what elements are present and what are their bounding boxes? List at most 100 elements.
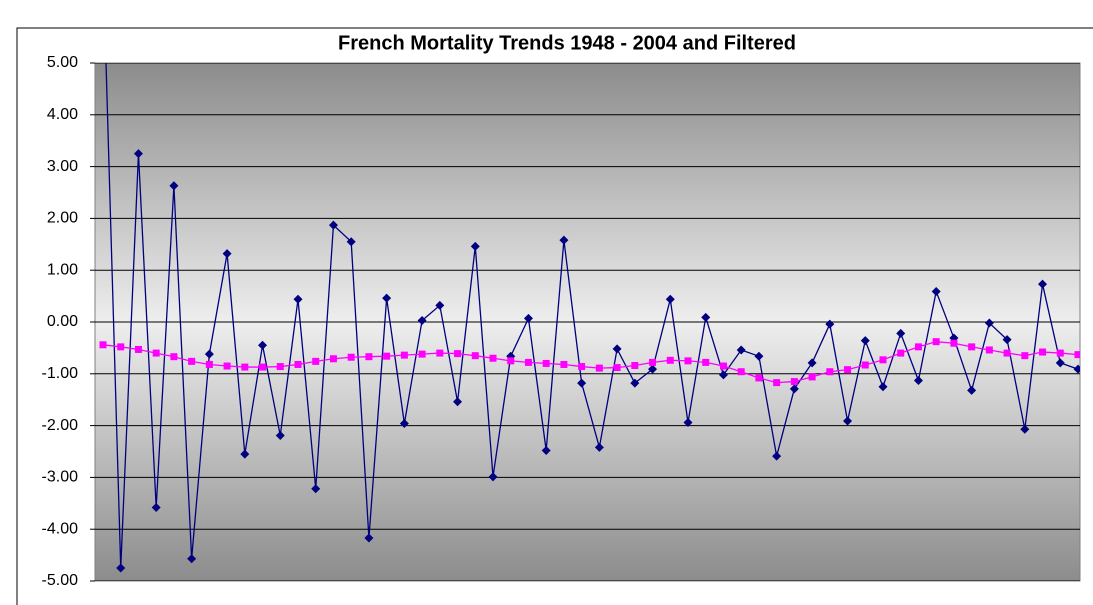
marker [648, 364, 658, 374]
marker [204, 349, 214, 359]
marker [382, 293, 392, 303]
marker [914, 343, 922, 351]
marker [364, 533, 374, 543]
marker [241, 363, 249, 371]
marker [1074, 351, 1080, 359]
marker [205, 360, 213, 368]
marker [772, 451, 782, 461]
marker [896, 328, 906, 338]
marker [133, 149, 143, 159]
marker [1003, 349, 1011, 357]
y-tick-label: 2.00 [47, 210, 78, 227]
marker [1055, 358, 1065, 368]
y-tick-label: 0.00 [47, 313, 78, 330]
marker [329, 355, 337, 363]
marker [613, 364, 621, 372]
y-tick-label: -2.00 [42, 417, 79, 434]
marker [507, 357, 515, 365]
marker [276, 363, 284, 371]
marker [665, 294, 675, 304]
marker [1002, 335, 1012, 345]
marker [116, 563, 126, 573]
marker [931, 286, 941, 296]
marker [294, 360, 302, 368]
marker [489, 354, 497, 362]
marker [684, 357, 692, 365]
marker [170, 353, 178, 361]
marker [808, 373, 816, 381]
marker [1021, 352, 1029, 360]
marker [151, 502, 161, 512]
marker [188, 357, 196, 365]
marker [311, 484, 321, 494]
marker [293, 294, 303, 304]
marker [825, 319, 835, 329]
marker [399, 419, 409, 429]
y-tick-label: 1.00 [47, 261, 78, 278]
y-tick-label: -3.00 [42, 469, 79, 486]
y-tick-label: -5.00 [42, 572, 79, 589]
marker [701, 312, 711, 322]
marker [436, 349, 444, 357]
marker [967, 385, 977, 395]
y-tick-label: -4.00 [42, 520, 79, 537]
marker [649, 358, 657, 366]
marker [346, 237, 356, 247]
marker [860, 336, 870, 346]
marker [559, 235, 569, 245]
marker [222, 249, 232, 259]
marker [790, 378, 798, 386]
marker [1056, 349, 1064, 357]
marker [454, 350, 462, 358]
marker [683, 417, 693, 427]
marker [240, 449, 250, 459]
marker [736, 345, 746, 355]
marker [578, 363, 586, 371]
marker [152, 349, 160, 357]
marker [630, 378, 640, 388]
marker [453, 397, 463, 407]
marker [985, 346, 993, 354]
marker [1039, 348, 1047, 356]
marker [275, 430, 285, 440]
marker [719, 362, 727, 370]
marker [594, 442, 604, 452]
marker [541, 445, 551, 455]
marker [471, 352, 479, 360]
marker [666, 356, 674, 364]
marker [400, 351, 408, 359]
marker [1038, 279, 1048, 289]
marker [843, 416, 853, 426]
marker [117, 343, 125, 351]
marker [347, 353, 355, 361]
marker [470, 241, 480, 251]
y-tick-label: 5.00 [47, 54, 78, 71]
chart-title: French Mortality Trends 1948 - 2004 and … [338, 32, 796, 54]
marker [259, 363, 267, 371]
marker [861, 361, 869, 369]
marker [950, 339, 958, 347]
marker [913, 376, 923, 386]
marker [702, 358, 710, 366]
marker [826, 368, 834, 376]
marker [542, 359, 550, 367]
marker [134, 345, 142, 353]
marker [932, 338, 940, 346]
marker [968, 343, 976, 351]
marker [524, 358, 532, 366]
marker [807, 358, 817, 368]
marker [523, 313, 533, 323]
marker [99, 341, 107, 349]
y-tick-label: 3.00 [47, 158, 78, 175]
marker [1073, 364, 1080, 374]
marker [844, 366, 852, 374]
marker [418, 350, 426, 358]
marker [878, 382, 888, 392]
marker [897, 349, 905, 357]
marker [577, 378, 587, 388]
marker [718, 370, 728, 380]
marker [737, 368, 745, 376]
series-line [105, 63, 1079, 569]
marker [560, 360, 568, 368]
